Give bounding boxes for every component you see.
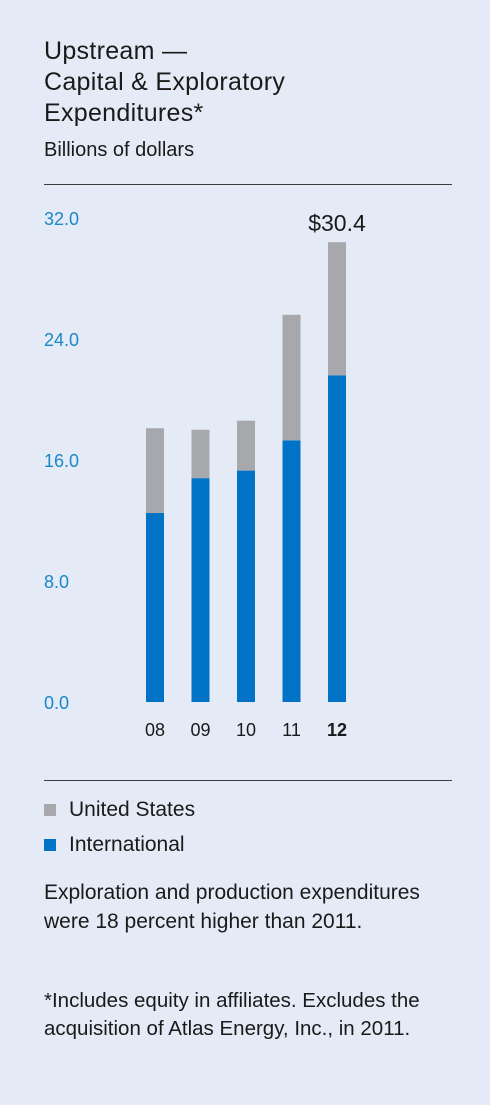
bar-international-10: [237, 470, 255, 702]
y-tick-label: 32.0: [44, 209, 79, 229]
chart-title: Upstream — Capital & Exploratory Expendi…: [44, 36, 285, 129]
chart-note: Exploration and production expenditures …: [44, 881, 420, 933]
legend-item-united-states: United States: [44, 797, 195, 823]
y-tick-label: 16.0: [44, 451, 79, 471]
title-line-2: Capital & Exploratory: [44, 68, 286, 96]
x-tick-label: 12: [327, 720, 347, 740]
bar-international-11: [282, 440, 301, 702]
bar-international-12: [328, 375, 346, 702]
legend-swatch-united-states: [44, 804, 56, 816]
y-tick-label: 24.0: [44, 330, 79, 350]
x-tick-label: 08: [145, 720, 165, 740]
x-tick-label: 09: [190, 720, 210, 740]
y-tick-label: 8.0: [44, 572, 69, 592]
legend-swatch-international: [44, 839, 56, 851]
bar-international-08: [146, 512, 164, 702]
title-line-1: Upstream —: [44, 37, 188, 65]
top-divider: [44, 184, 452, 185]
bar-international-09: [191, 478, 210, 702]
bar-united-states-12: [328, 242, 346, 376]
bar-united-states-10: [237, 420, 255, 471]
bar-united-states-09: [191, 429, 210, 479]
legend-label-united-states: United States: [69, 798, 196, 821]
x-tick-label: 10: [236, 720, 256, 740]
bar-united-states-11: [282, 314, 301, 441]
chart-footnote: *Includes equity in affiliates. Excludes…: [44, 989, 420, 1040]
bottom-divider: [44, 780, 452, 781]
total-annotation: $30.4: [308, 210, 366, 236]
chart-subtitle: Billions of dollars: [44, 139, 195, 161]
x-tick-label: 11: [282, 720, 301, 740]
bar-chart: 0.0 8.0 16.0 24.0 32.0 08 09 10 11 12 $30.4: [44, 209, 366, 740]
legend-item-international: International: [44, 832, 185, 858]
y-tick-label: 0.0: [44, 693, 69, 713]
title-line-3: Expenditures*: [44, 99, 204, 127]
bar-united-states-08: [146, 428, 164, 513]
legend-label-international: International: [69, 833, 185, 856]
